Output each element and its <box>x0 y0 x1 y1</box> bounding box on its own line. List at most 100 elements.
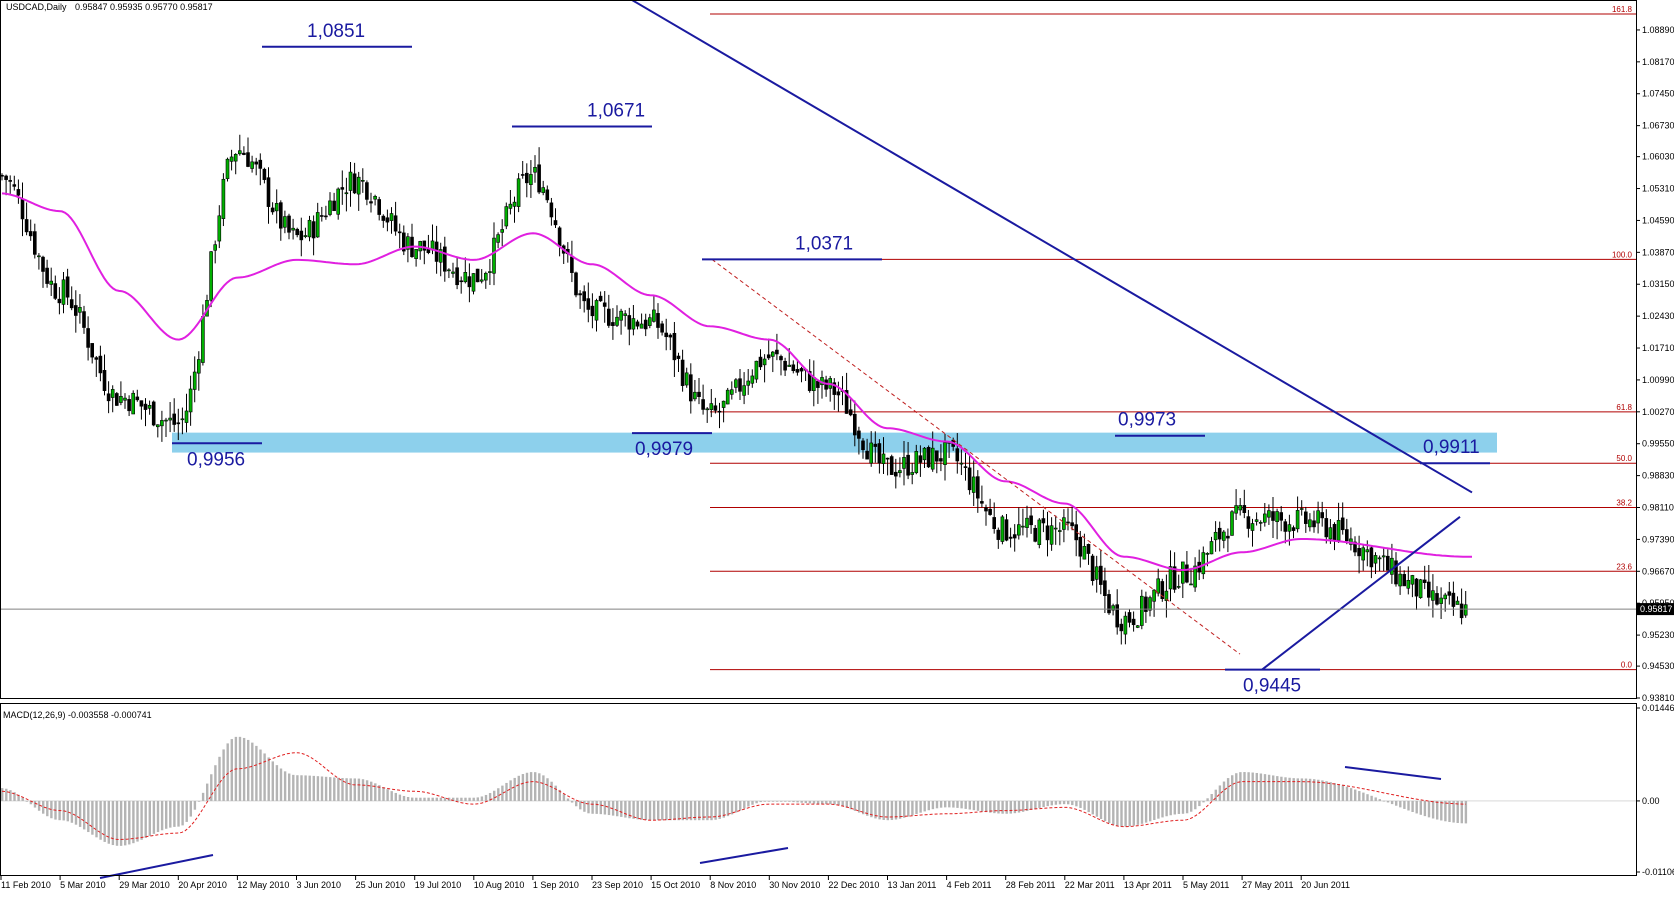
candle-bear <box>877 443 882 464</box>
macd-bar <box>1067 800 1070 805</box>
candle-bear <box>422 240 427 251</box>
macd-bar <box>1026 800 1029 811</box>
candle-bear <box>1459 603 1464 619</box>
macd-bar <box>1349 788 1353 801</box>
macd-bar <box>423 797 426 801</box>
macd-bar <box>771 800 775 802</box>
macd-bar <box>845 800 848 808</box>
macd-bar <box>173 800 176 827</box>
macd-bar <box>1079 800 1082 808</box>
macd-bar <box>513 777 516 801</box>
macd-bar <box>1358 791 1361 801</box>
candle-bear <box>996 529 1001 540</box>
macd-bar <box>357 778 361 801</box>
candle-bull <box>1025 517 1029 528</box>
macd-bar <box>1 788 4 801</box>
candle-bull <box>1398 573 1402 587</box>
candle-bear <box>287 215 291 233</box>
candle-bull <box>684 372 689 386</box>
candle-bull <box>180 418 185 421</box>
macd-bar <box>570 800 574 803</box>
candle-bear <box>41 256 45 272</box>
macd-bar <box>939 800 943 808</box>
candle-bull <box>959 462 964 465</box>
candle-bear <box>385 217 390 223</box>
macd-bar <box>919 800 922 813</box>
macd-bar <box>1001 800 1004 814</box>
candle-bear <box>377 199 382 215</box>
macd-bar <box>1354 789 1357 801</box>
macd-bar <box>1419 800 1422 815</box>
candle-bull <box>1275 511 1279 523</box>
candle-bear <box>598 295 603 302</box>
macd-bar <box>308 775 311 801</box>
candle-bear <box>12 184 17 187</box>
macd-bar <box>755 800 758 804</box>
macd-divergence-line <box>1344 766 1442 780</box>
candle-bear <box>1045 525 1050 541</box>
macd-bar <box>669 800 672 821</box>
macd-bar <box>1062 800 1066 805</box>
macd-bar <box>1436 800 1439 820</box>
candle-bear <box>549 202 554 218</box>
macd-bar <box>1382 800 1386 802</box>
candle-bull <box>315 212 320 238</box>
macd-bar <box>42 800 45 814</box>
macd-bar <box>329 777 332 801</box>
macd-bar <box>661 800 664 821</box>
candle-bear <box>1312 520 1316 528</box>
candle-bear <box>1345 529 1349 542</box>
price-axis-label: 1.03150 <box>1642 279 1674 289</box>
macd-bar <box>579 800 582 810</box>
candle-bear <box>963 466 968 468</box>
candle-bull <box>742 385 746 396</box>
macd-bar <box>1009 800 1012 814</box>
candle-bull <box>238 150 242 155</box>
macd-bar <box>1464 800 1468 824</box>
macd-bar <box>808 800 812 804</box>
candle-bull <box>1418 579 1423 598</box>
price-axis-label: 0.94530 <box>1642 661 1674 671</box>
macd-bar <box>1300 778 1304 801</box>
candle-bull <box>1295 510 1300 530</box>
date-axis-label: 1 Sep 2010 <box>533 880 579 890</box>
macd-bar <box>247 739 250 801</box>
macd-bar <box>685 800 689 821</box>
candle-bull <box>1111 605 1115 611</box>
price-axis-label: 0.95230 <box>1642 630 1674 640</box>
macd-bar <box>780 800 783 802</box>
candle-bull <box>1037 519 1042 545</box>
price-axis-label: 1.02430 <box>1642 311 1674 321</box>
macd-bar <box>1099 800 1103 820</box>
price-axis-label: 0.93810 <box>1642 693 1674 703</box>
macd-bar <box>587 800 590 814</box>
macd-bar <box>960 800 963 809</box>
macd-bar <box>370 781 373 801</box>
date-axis-label: 30 Nov 2010 <box>769 880 820 890</box>
macd-bar <box>37 800 41 811</box>
candle-bull <box>147 404 152 409</box>
candle-bear <box>557 227 562 247</box>
macd-bar <box>197 800 201 802</box>
candle-bull <box>78 307 82 313</box>
macd-bar <box>927 800 930 811</box>
macd-bar <box>616 800 619 817</box>
candle-bear <box>32 231 37 255</box>
macd-bar <box>517 775 520 801</box>
candle-bull <box>447 269 451 272</box>
macd-bar <box>1169 800 1172 816</box>
macd-bar <box>152 800 156 834</box>
macd-bar <box>419 797 422 801</box>
candle-bear <box>397 231 402 234</box>
macd-bar <box>33 800 37 808</box>
candle-bear <box>1172 566 1177 590</box>
macd-bar <box>657 800 660 821</box>
macd-bar <box>1140 800 1144 824</box>
candle-bull <box>389 213 394 221</box>
candle-bull <box>197 359 201 374</box>
macd-bar <box>890 800 894 821</box>
macd-bar <box>271 761 274 801</box>
macd-bar <box>181 800 184 826</box>
candle-bull <box>1439 597 1443 604</box>
fib-level-label: 0.0 <box>1621 661 1633 670</box>
